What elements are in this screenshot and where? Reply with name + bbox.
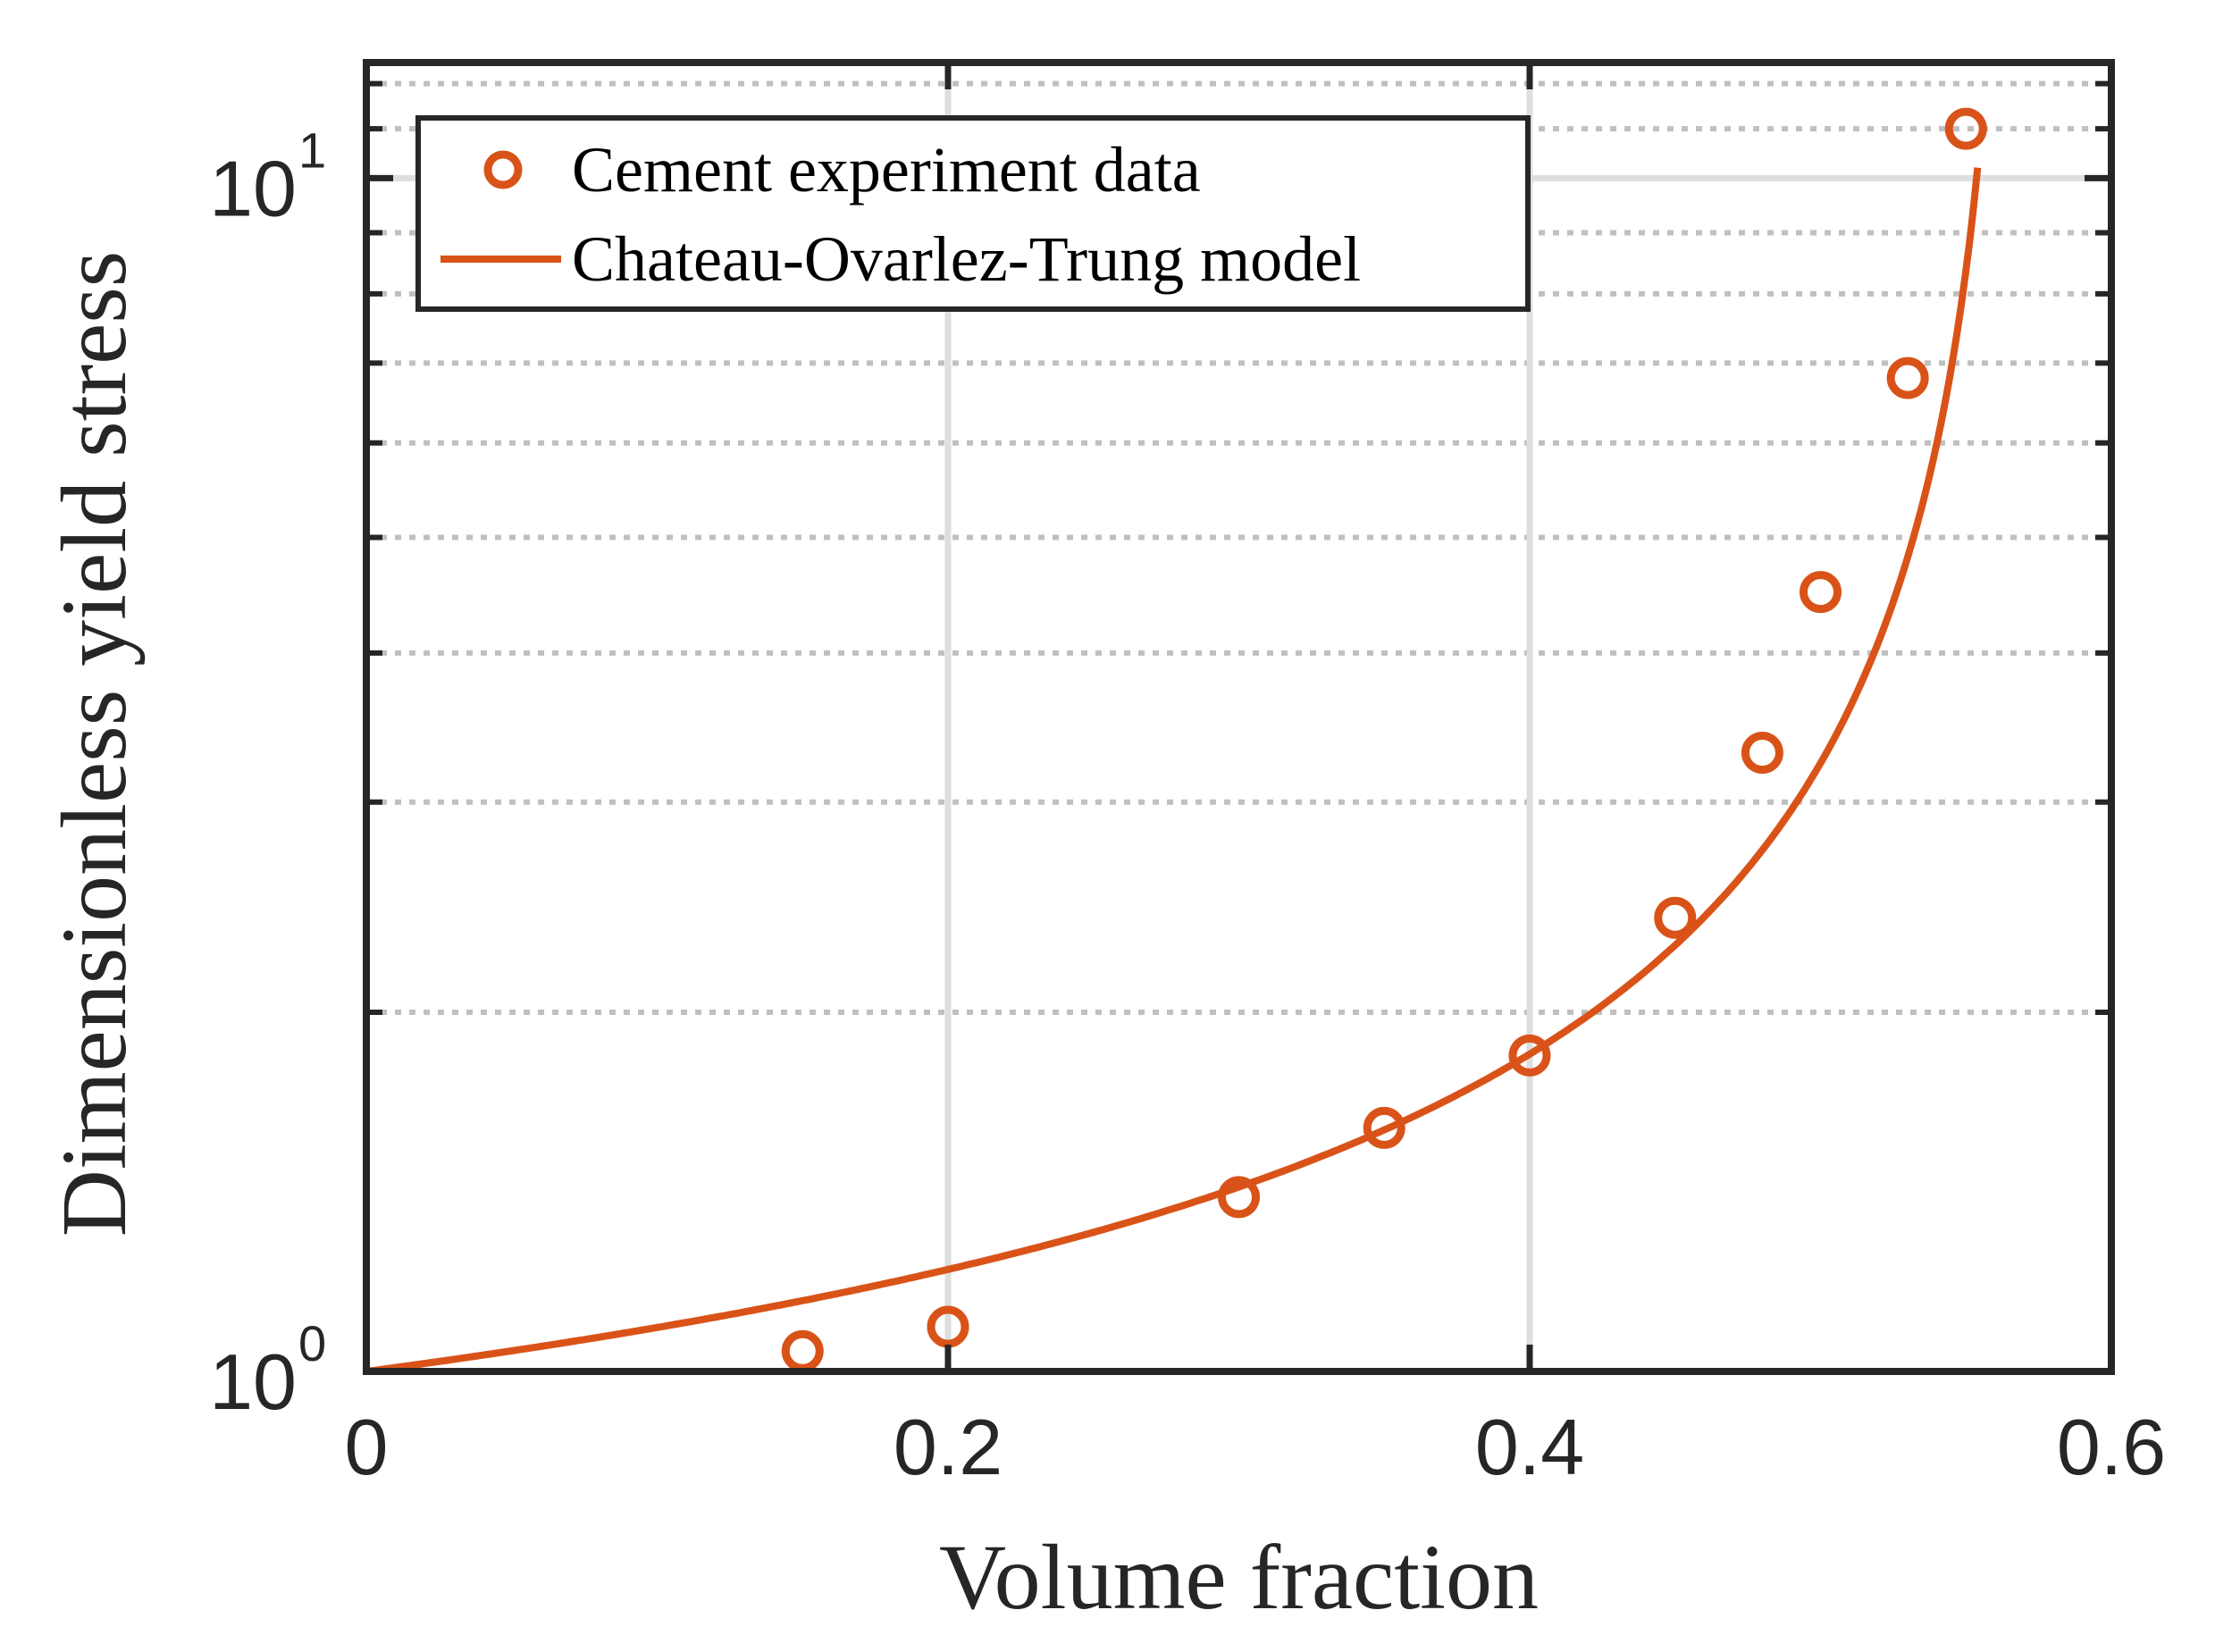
legend-box: [415, 115, 1531, 312]
y-tick-label-exp-1: 1: [298, 122, 326, 178]
y-tick-label-exp-0: 0: [298, 1315, 326, 1371]
data-point: [1363, 1106, 1405, 1149]
model-curve: [365, 167, 1982, 1375]
data-point: [1654, 896, 1697, 939]
data-markers: [781, 107, 1987, 1372]
y-tick-label-base-0: 10: [209, 1338, 297, 1426]
data-point: [927, 1305, 969, 1348]
x-tick-label-2: 0.4: [1475, 1403, 1584, 1491]
x-tick-label-0: 0: [345, 1403, 389, 1491]
plot-frame: [363, 59, 2115, 1375]
legend-marker-icon: [483, 150, 523, 189]
data-point: [1886, 356, 1929, 399]
axis-ticks: [366, 63, 2111, 1371]
data-point: [1800, 571, 1842, 614]
x-axis-label: Volume fraction: [939, 1526, 1539, 1629]
model-line-group: [365, 167, 1982, 1375]
data-point: [1218, 1176, 1260, 1219]
y-axis-label: Dimensionless yield stress: [43, 251, 146, 1237]
data-point: [1944, 107, 1987, 150]
legend: Cement experiment data Chateau-Ovarlez-T…: [415, 115, 1531, 312]
x-tick-labels: 0 0.2 0.4 0.6: [345, 1403, 2167, 1491]
legend-entry-experiment: Cement experiment data: [572, 134, 1201, 205]
x-tick-label-3: 0.6: [2057, 1403, 2166, 1491]
legend-entry-model: Chateau-Ovarlez-Trung model: [572, 223, 1361, 295]
data-point: [1508, 1034, 1551, 1077]
y-tick-label-base-1: 10: [209, 144, 297, 232]
x-tick-label-1: 0.2: [894, 1403, 1003, 1491]
data-point: [1741, 731, 1783, 774]
